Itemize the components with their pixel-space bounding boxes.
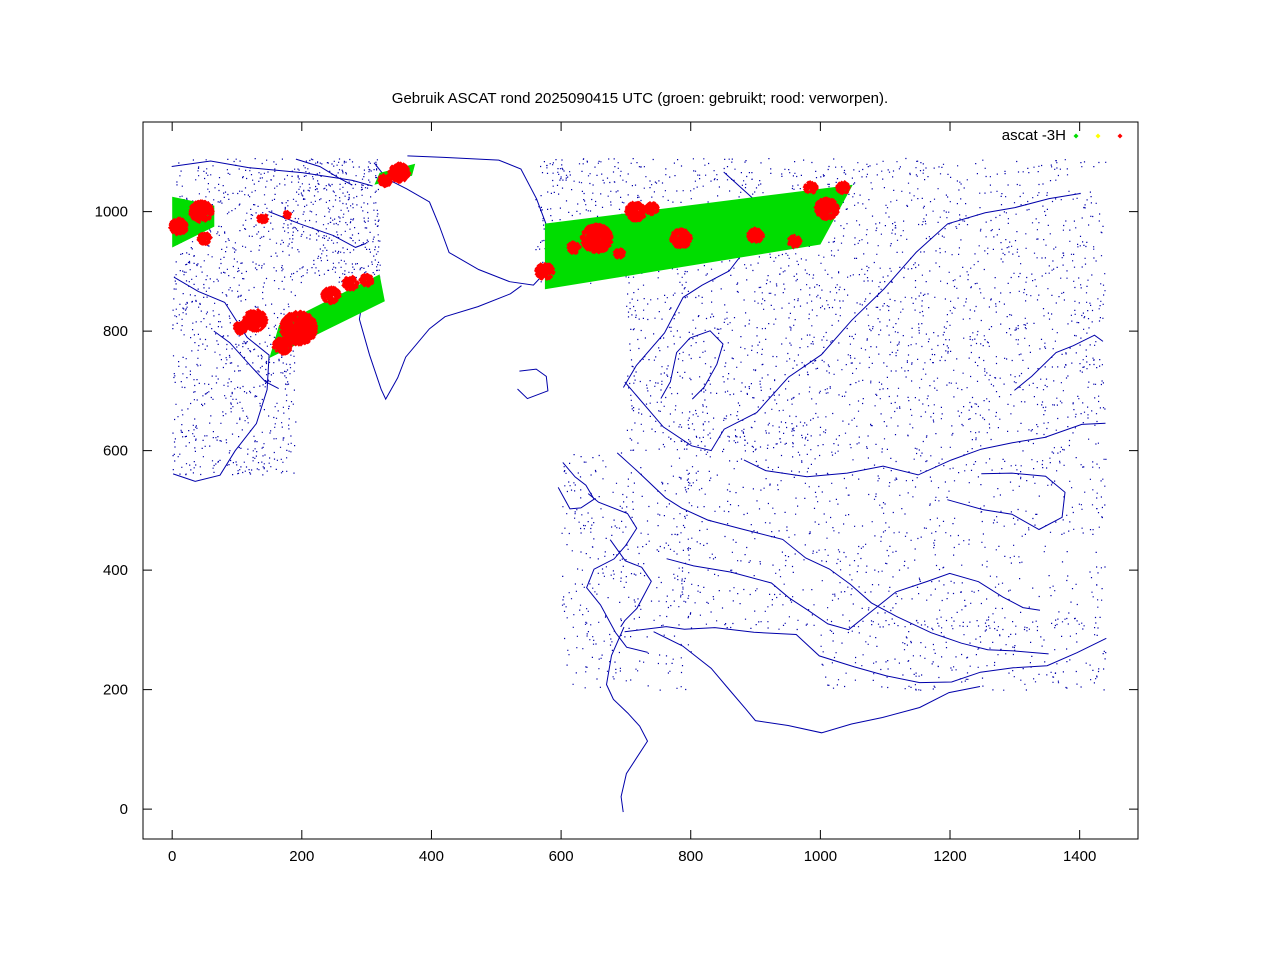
rejected-points bbox=[278, 309, 319, 347]
rejected-points bbox=[232, 320, 249, 337]
rejected-points bbox=[643, 201, 660, 217]
rejected-points bbox=[188, 199, 215, 225]
coastline bbox=[653, 631, 981, 734]
x-tick-label: 600 bbox=[549, 848, 574, 865]
coastline bbox=[171, 160, 373, 187]
y-tick-label: 600 bbox=[103, 443, 128, 460]
legend-marker bbox=[1073, 133, 1079, 139]
rejected-points bbox=[533, 261, 556, 281]
coastline bbox=[373, 155, 548, 286]
x-tick-label: 800 bbox=[678, 848, 703, 865]
rejected-cluster bbox=[834, 180, 851, 196]
y-tick-label: 0 bbox=[120, 801, 128, 818]
rejected-cluster bbox=[612, 247, 627, 260]
coastline bbox=[586, 493, 648, 653]
legend-markers bbox=[1073, 133, 1123, 139]
rejected-points bbox=[377, 172, 393, 189]
y-tick-label: 1000 bbox=[95, 204, 128, 221]
rejected-points bbox=[167, 216, 189, 237]
rejected-points bbox=[668, 227, 694, 250]
rejected-cluster bbox=[746, 226, 766, 244]
rejected-points bbox=[802, 180, 819, 195]
rejected-points bbox=[320, 285, 342, 306]
coastline-layer bbox=[171, 155, 1107, 813]
coastline bbox=[213, 330, 279, 390]
rejected-cluster bbox=[623, 200, 648, 223]
used-swath bbox=[544, 184, 853, 290]
legend: ascat -3H bbox=[1002, 127, 1123, 144]
rejected-points bbox=[834, 180, 851, 196]
rejected-points bbox=[386, 161, 412, 185]
legend-label: ascat -3H bbox=[1002, 127, 1066, 144]
x-tick-label: 200 bbox=[289, 848, 314, 865]
legend-marker bbox=[1117, 133, 1123, 139]
rejected-points bbox=[786, 233, 803, 250]
rejected-points bbox=[813, 196, 841, 222]
rejected-cluster bbox=[167, 216, 189, 237]
coastline bbox=[605, 626, 649, 813]
coastline bbox=[517, 368, 549, 400]
coastline bbox=[624, 193, 1080, 452]
coastline bbox=[743, 422, 1106, 478]
coastline bbox=[660, 330, 724, 400]
rejected-cluster bbox=[358, 272, 375, 288]
rejected-cluster bbox=[786, 233, 803, 250]
rejected-cluster bbox=[802, 180, 819, 195]
rejected-cluster bbox=[579, 222, 614, 255]
rejected-cluster bbox=[643, 201, 660, 217]
rejected-cluster bbox=[188, 199, 215, 225]
rejected-cluster bbox=[271, 336, 294, 356]
coastline bbox=[666, 558, 1041, 631]
rejected-cluster bbox=[255, 213, 270, 225]
y-tick-label: 800 bbox=[103, 323, 128, 340]
rejected-cluster bbox=[320, 285, 342, 306]
rejected-cluster bbox=[566, 240, 582, 256]
rejected-cluster bbox=[341, 274, 360, 292]
axes-layer: 0 200 400 600 800 1000 1200 1400 0 200 400 600 800 10… bbox=[95, 122, 1138, 865]
rejected-cluster bbox=[282, 209, 293, 220]
coastline bbox=[295, 158, 353, 186]
coastline bbox=[624, 626, 1107, 684]
rejected-points bbox=[612, 247, 627, 260]
plot-frame bbox=[142, 121, 1139, 840]
rejected-points bbox=[746, 226, 766, 244]
rejected-points bbox=[358, 272, 375, 288]
x-tick-label: 1400 bbox=[1063, 848, 1096, 865]
x-tick-label: 400 bbox=[419, 848, 444, 865]
coastline bbox=[557, 462, 595, 510]
coastline bbox=[172, 276, 270, 482]
y-tick-label: 200 bbox=[103, 682, 128, 699]
x-tick-label: 1200 bbox=[933, 848, 966, 865]
rejected-points bbox=[282, 209, 293, 220]
rejected-cluster bbox=[196, 231, 213, 247]
rejected-points bbox=[566, 240, 582, 256]
rejected-cluster bbox=[813, 196, 841, 222]
rejected-points bbox=[255, 213, 270, 225]
rejected-points bbox=[623, 200, 648, 223]
coastline bbox=[609, 539, 652, 628]
rejected-cluster bbox=[278, 309, 319, 347]
rejected-points bbox=[579, 222, 614, 255]
rejected-cluster bbox=[386, 161, 412, 185]
rejected-points bbox=[241, 307, 269, 333]
legend-marker bbox=[1095, 133, 1101, 139]
x-tick-label: 1000 bbox=[804, 848, 837, 865]
rejected-points bbox=[271, 336, 294, 356]
rejected-points bbox=[341, 274, 360, 292]
x-tick-label: 0 bbox=[168, 848, 176, 865]
coastline bbox=[947, 472, 1066, 531]
rejected-cluster bbox=[533, 261, 556, 281]
rejected-cluster bbox=[668, 227, 694, 250]
coastline bbox=[616, 452, 1049, 655]
rejected-cluster bbox=[232, 320, 249, 337]
chart-title: Gebruik ASCAT rond 2025090415 UTC (groen… bbox=[392, 90, 888, 107]
rejected-points bbox=[196, 231, 213, 247]
rejected-cluster bbox=[241, 307, 269, 333]
y-tick-label: 400 bbox=[103, 562, 128, 579]
coastline bbox=[358, 285, 522, 401]
coastline bbox=[1014, 334, 1104, 391]
data-layer bbox=[167, 161, 853, 358]
rejected-cluster bbox=[377, 172, 393, 189]
